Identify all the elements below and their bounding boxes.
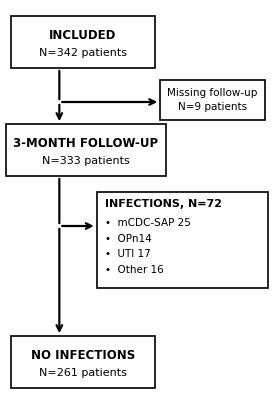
Text: INCLUDED: INCLUDED [49,29,116,42]
Text: N=261 patients: N=261 patients [39,368,127,378]
Text: Missing follow-up
N=9 patients: Missing follow-up N=9 patients [167,88,258,112]
Text: NO INFECTIONS: NO INFECTIONS [31,349,135,362]
FancyBboxPatch shape [11,336,155,388]
Text: N=333 patients: N=333 patients [42,156,129,166]
FancyBboxPatch shape [97,192,268,288]
Text: 3-MONTH FOLLOW-UP: 3-MONTH FOLLOW-UP [13,137,158,150]
Text: •  mCDC-SAP 25
•  OPn14
•  UTI 17
•  Other 16: • mCDC-SAP 25 • OPn14 • UTI 17 • Other 1… [105,218,191,275]
Text: INFECTIONS, N=72: INFECTIONS, N=72 [105,199,222,209]
FancyBboxPatch shape [160,80,265,120]
FancyBboxPatch shape [11,16,155,68]
FancyBboxPatch shape [6,124,166,176]
Text: N=342 patients: N=342 patients [39,48,127,58]
